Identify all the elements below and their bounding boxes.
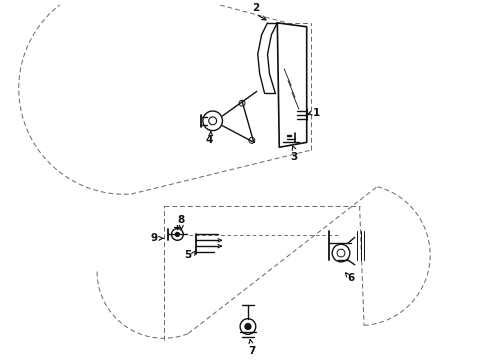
Text: 7: 7 xyxy=(248,346,256,356)
Circle shape xyxy=(175,233,179,237)
Text: 3: 3 xyxy=(291,152,297,162)
Text: 9: 9 xyxy=(151,233,158,243)
Text: 4: 4 xyxy=(205,135,213,144)
Circle shape xyxy=(245,324,251,329)
Text: 1: 1 xyxy=(313,108,320,118)
Text: 5: 5 xyxy=(184,250,191,260)
Text: 2: 2 xyxy=(252,3,259,13)
Text: 6: 6 xyxy=(348,273,355,283)
Text: 8: 8 xyxy=(178,215,185,225)
